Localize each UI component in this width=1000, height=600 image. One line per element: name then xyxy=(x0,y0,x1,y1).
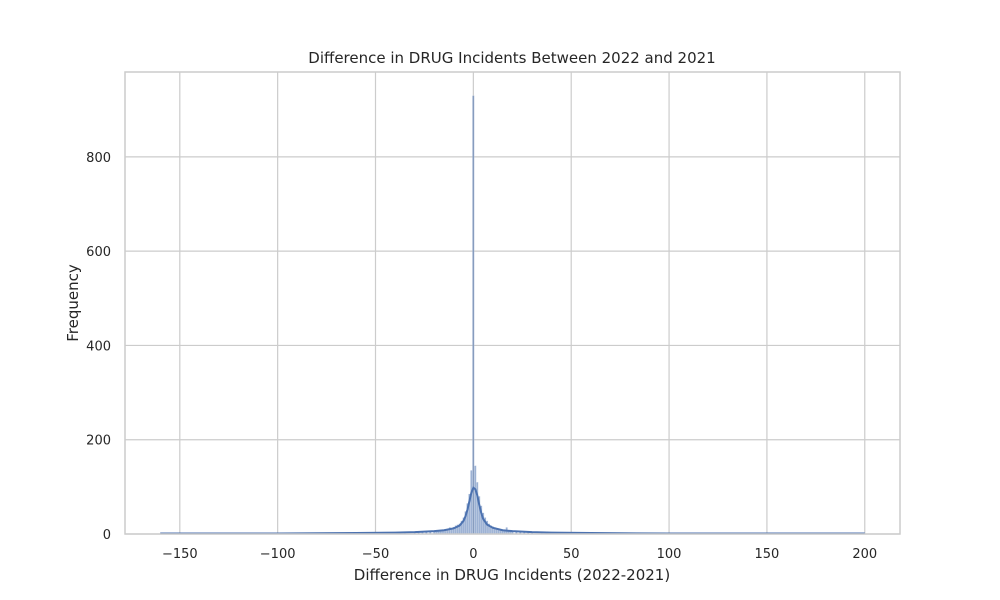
y-tick-label: 400 xyxy=(86,339,111,354)
grid-layer xyxy=(125,72,900,535)
x-tick-label: 100 xyxy=(657,547,682,562)
x-tick-label: 200 xyxy=(852,547,877,562)
y-tick-labels: 0 200 400 600 800 xyxy=(86,151,111,543)
plot-frame xyxy=(124,71,901,535)
y-tick-label: 200 xyxy=(86,434,111,449)
histogram-bar xyxy=(472,95,475,535)
x-tick-label: −50 xyxy=(362,547,389,562)
y-tick-label: 800 xyxy=(86,151,111,166)
chart-title: Difference in DRUG Incidents Between 202… xyxy=(308,49,715,67)
x-tick-label: 0 xyxy=(469,547,477,562)
y-axis-label: Frequency xyxy=(64,264,82,342)
bars-layer xyxy=(159,95,866,535)
y-tick-label: 600 xyxy=(86,245,111,260)
histogram-bar xyxy=(474,465,477,535)
x-tick-label: −150 xyxy=(162,547,198,562)
x-tick-label: −100 xyxy=(260,547,296,562)
y-tick-label: 0 xyxy=(103,528,111,543)
histogram-bar xyxy=(470,470,473,535)
x-axis-label: Difference in DRUG Incidents (2022-2021) xyxy=(354,566,670,584)
x-tick-label: 50 xyxy=(563,547,580,562)
kde-density-line xyxy=(160,486,865,535)
x-tick-label: 150 xyxy=(755,547,780,562)
x-tick-labels: −150 −100 −50 0 50 100 150 200 xyxy=(162,547,877,562)
